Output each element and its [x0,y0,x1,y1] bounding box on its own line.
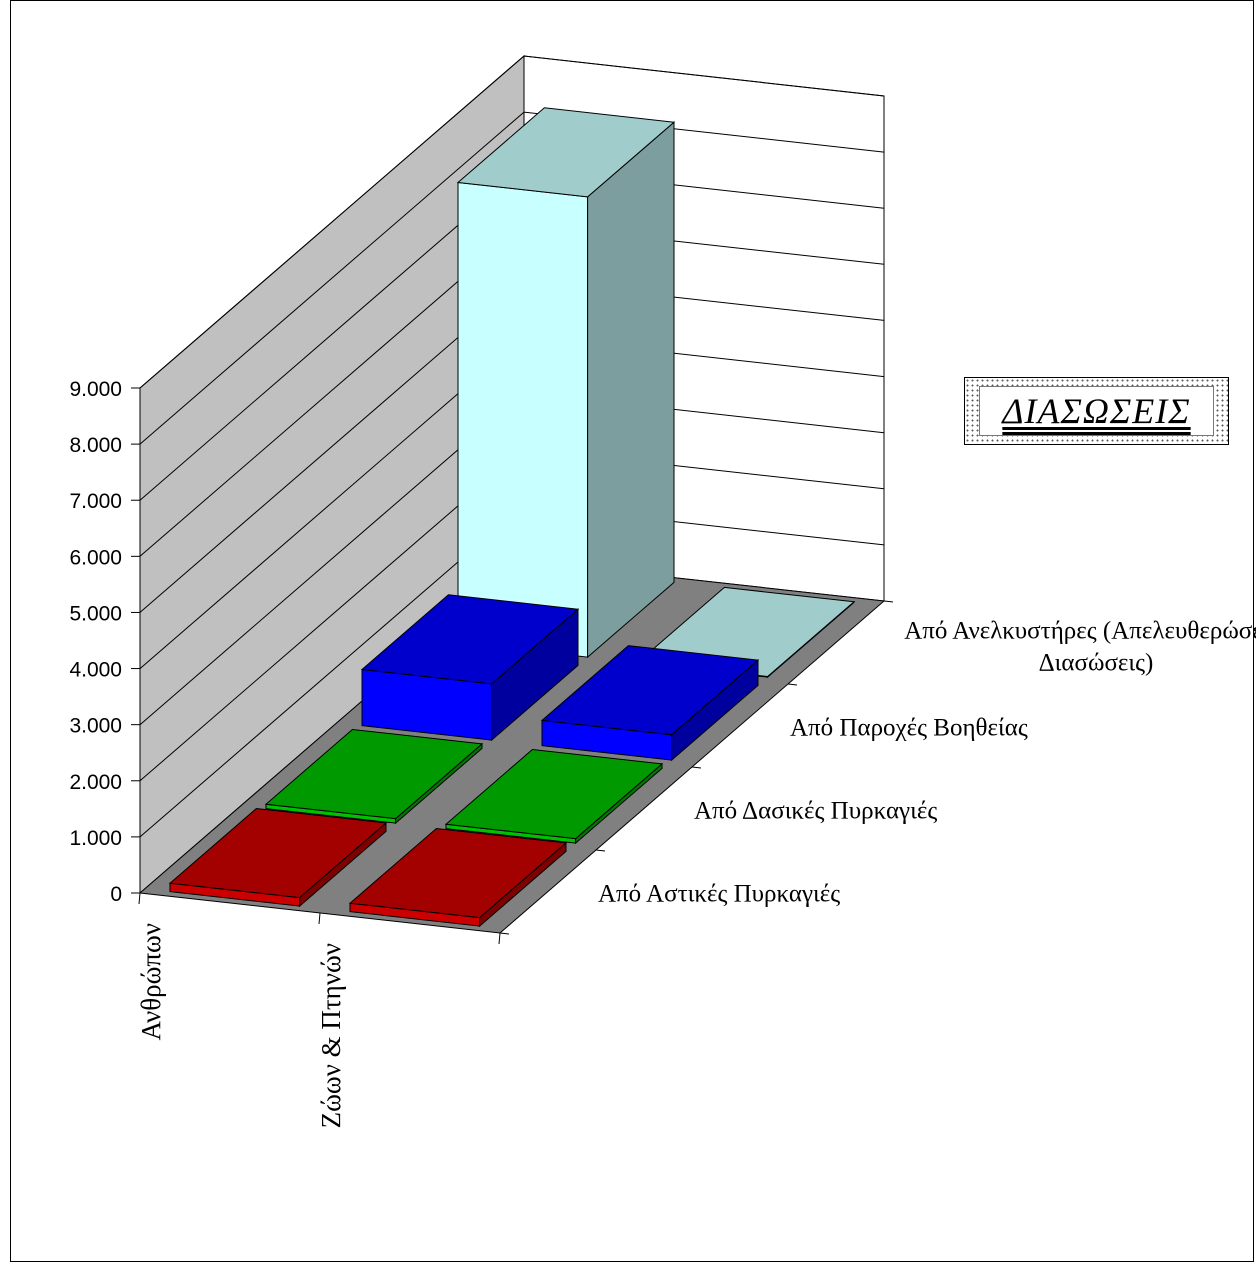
category-tick-mark [498,932,501,945]
bar-top-face [348,827,568,919]
depth-tick-mark [883,600,894,603]
chart-title: ΔΙΑΣΩΣΕΙΣ [1002,391,1191,431]
category-label: Ανθρώπων [136,923,166,1041]
chart-bars [168,107,856,928]
y-tick-label: 8.000 [69,434,122,457]
y-tick-label: 7.000 [69,490,122,513]
series-label: Από Παροχές Βοηθείας [790,715,1028,742]
y-tick-label: 9.000 [69,378,122,401]
y-tick-label: 4.000 [69,659,122,682]
y-axis-ticks: 0 1.000 2.000 3.000 4.000 5.000 6.000 7.000 8.00… [69,378,141,906]
bar [348,827,568,928]
bar [264,728,484,825]
y-tick-label: 0 [110,883,122,906]
bar-top-face [264,728,484,820]
series-label: Από Ανελκυστήρες (Απελευθερώσεις- [904,618,1256,645]
category-tick-mark [318,912,321,925]
y-tick-label: 1.000 [69,827,122,850]
series-label: Διασώσεις) [1039,650,1154,677]
bar-top-face [456,107,676,198]
y-tick-label: 2.000 [69,771,122,794]
bar [540,645,760,762]
y-tick-label: 6.000 [69,546,122,569]
depth-tick-mark [787,683,798,686]
bar [444,748,664,845]
bar-top-face [168,807,388,899]
y-tick-label: 5.000 [69,602,122,625]
category-tick-mark [138,892,141,905]
y-tick-label: 3.000 [69,715,122,738]
depth-tick-mark [595,849,606,852]
bar-top-face [444,748,664,840]
bar [456,107,676,659]
gridline [139,55,885,389]
series-labels: Από Αστικές Πυρκαγιές Από Δασικές Πυρκαγι… [499,600,1256,935]
depth-tick-mark [499,932,510,935]
bar-top-face [540,645,760,736]
category-label: Ζώων & Πτηνών [316,943,346,1128]
series-label: Από Δασικές Πυρκαγιές [694,798,937,825]
chart-frame [10,0,1254,1262]
series-label: Από Αστικές Πυρκαγιές [598,881,840,908]
bar [168,807,388,908]
bar-top-face [360,594,580,685]
bar-front-face [457,181,589,658]
chart-title-box: ΔΙΑΣΩΣΕΙΣ [964,377,1229,445]
category-labels: Ανθρώπων Ζώων & Πτηνών [136,892,501,1128]
depth-tick-mark [691,766,702,769]
bar-side-face [587,121,675,659]
gridline [139,111,885,445]
bar [360,594,580,742]
chart-title-inner: ΔΙΑΣΩΣΕΙΣ [979,386,1214,436]
